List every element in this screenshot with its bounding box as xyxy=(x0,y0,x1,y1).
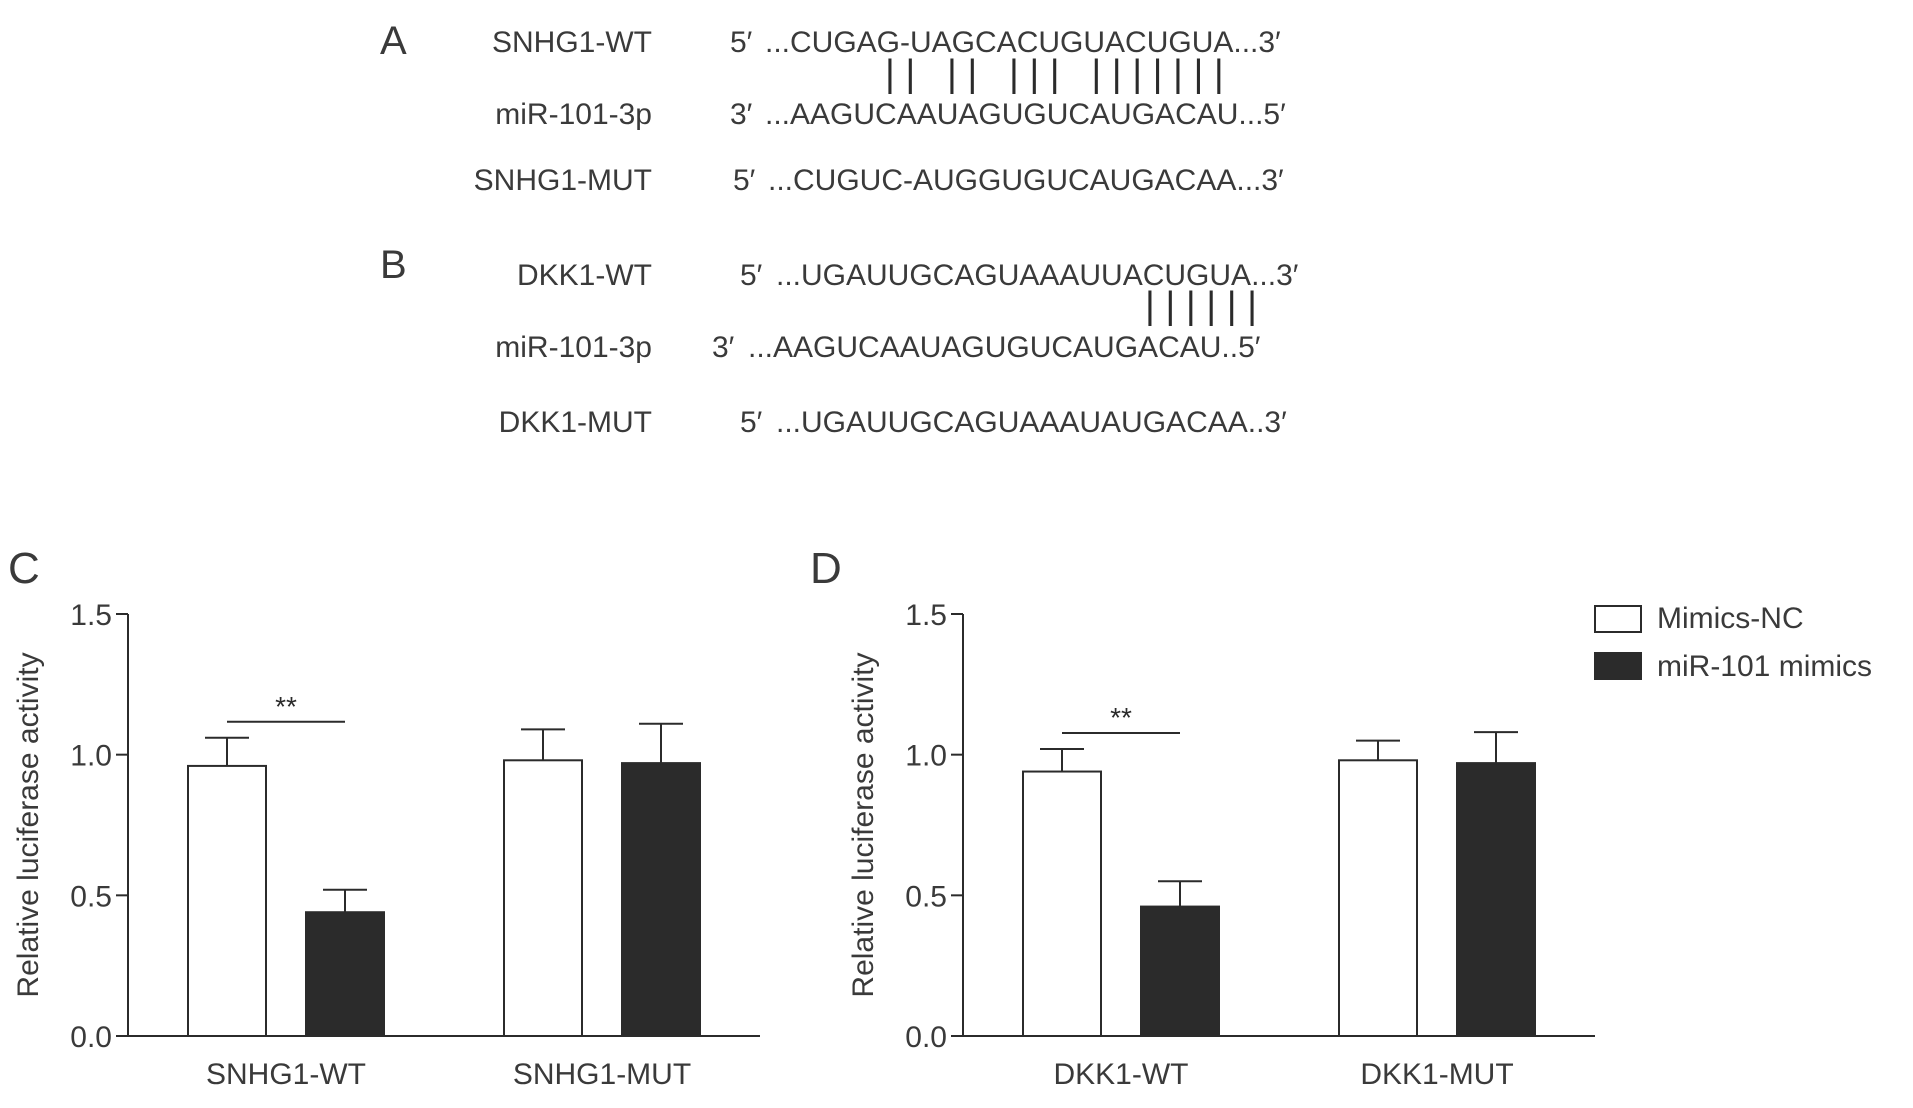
y-tick-label: 1.5 xyxy=(905,599,947,632)
y-axis-label: Relative luciferase activity xyxy=(847,652,880,997)
seq-prefix-snhg1-mut: 5′ xyxy=(733,164,756,197)
legend-swatch-mimics-nc xyxy=(1594,605,1642,633)
bar-mir-101-mimics-dkk1-mut xyxy=(1456,762,1536,1038)
bar-mir-101-mimics-dkk1-wt xyxy=(1140,905,1220,1037)
seq-label-snhg1-wt: SNHG1-WT xyxy=(492,26,652,59)
y-axis-label: Relative luciferase activity xyxy=(12,652,45,997)
seq-snhg1-wt: ...CUGAG-UAGCACUGUACUGUA...3′ xyxy=(765,26,1281,59)
seq-label-snhg1-mut: SNHG1-MUT xyxy=(474,164,652,197)
y-tick-label: 1.5 xyxy=(70,599,112,632)
seq-prefix-snhg1-wt: 5′ xyxy=(730,26,753,59)
y-tick-label: 1.0 xyxy=(70,740,112,773)
legend-item-mimics-nc: Mimics-NC xyxy=(1594,602,1804,635)
seq-prefix-dkk1-wt: 5′ xyxy=(740,259,763,292)
panel-letter-c: C xyxy=(8,544,40,593)
x-tick-label: DKK1-MUT xyxy=(1360,1058,1513,1091)
y-tick-label: 0.5 xyxy=(70,880,112,913)
bar-mimics-nc-dkk1-wt xyxy=(1022,770,1102,1038)
seq-label-mir101-a: miR-101-3p xyxy=(495,98,652,131)
panel-letter-b: B xyxy=(380,243,407,287)
bar-mir-101-mimics-snhg1-mut xyxy=(621,762,701,1038)
significance-label: ** xyxy=(275,691,297,722)
x-tick-label: SNHG1-MUT xyxy=(513,1058,691,1091)
bar-mimics-nc-dkk1-mut xyxy=(1338,759,1418,1037)
seq-prefix-mir101-b: 3′ xyxy=(712,331,735,364)
legend-item-mir101-mimics: miR-101 mimics xyxy=(1594,650,1872,683)
legend-label-mimics-nc: Mimics-NC xyxy=(1657,602,1804,635)
seq-mir101-b: ...AAGUCAAUAGUGUCAUGACAU..5′ xyxy=(748,331,1261,364)
pairing-marks-b: | | | | | | xyxy=(1145,285,1257,327)
seq-label-dkk1-mut: DKK1-MUT xyxy=(499,406,652,439)
legend-label-mir101-mimics: miR-101 mimics xyxy=(1657,650,1872,683)
seq-prefix-dkk1-mut: 5′ xyxy=(740,406,763,439)
y-tick-label: 0.0 xyxy=(70,1021,112,1054)
legend-swatch-mir101-mimics xyxy=(1594,652,1642,680)
seq-dkk1-mut: ...UGAUUGCAGUAAAUAUGACAA..3′ xyxy=(776,406,1287,439)
x-tick-label: DKK1-WT xyxy=(1054,1058,1189,1091)
panel-b: B DKK1-WT 5′ ...UGAUUGCAGUAAAUUACUGUA...… xyxy=(380,243,1299,439)
seq-label-dkk1-wt: DKK1-WT xyxy=(517,259,652,292)
significance-label: ** xyxy=(1110,702,1132,733)
panel-c: C 0.0 0.5 1.0 1.5 Relative luciferase activi… xyxy=(8,544,760,1091)
bar-mimics-nc-snhg1-wt xyxy=(187,764,267,1037)
pairing-marks-a: | | | | | | | | | | | | | | xyxy=(885,53,1224,95)
legend: Mimics-NC miR-101 mimics xyxy=(1594,602,1872,683)
seq-dkk1-wt: ...UGAUUGCAGUAAAUUACUGUA...3′ xyxy=(776,259,1299,292)
seq-label-mir101-b: miR-101-3p xyxy=(495,331,652,364)
panel-letter-d: D xyxy=(810,544,842,593)
seq-snhg1-mut: ...CUGUC-AUGGUGUCAUGACAA...3′ xyxy=(768,164,1284,197)
panel-a: A SNHG1-WT 5′ ...CUGAG-UAGCACUGUACUGUA..… xyxy=(380,19,1286,197)
bar-chart-d: 0.0 0.5 1.0 1.5 Relative luciferase activity… xyxy=(847,599,1595,1091)
panel-letter-a: A xyxy=(380,19,407,63)
seq-prefix-mir101-a: 3′ xyxy=(730,98,753,131)
bar-mir-101-mimics-snhg1-wt xyxy=(305,911,385,1037)
x-tick-label: SNHG1-WT xyxy=(206,1058,366,1091)
y-tick-label: 0.5 xyxy=(905,880,947,913)
y-tick-label: 0.0 xyxy=(905,1021,947,1054)
y-tick-label: 1.0 xyxy=(905,740,947,773)
panel-d: D 0.0 0.5 1.0 1.5 Relative luciferase activi… xyxy=(810,544,1595,1091)
bar-mimics-nc-snhg1-mut xyxy=(503,759,583,1037)
bar-chart-c: 0.0 0.5 1.0 1.5 Relative luciferase activity… xyxy=(12,599,760,1091)
seq-mir101-a: ...AAGUCAAUAGUGUCAUGACAU...5′ xyxy=(765,98,1286,131)
